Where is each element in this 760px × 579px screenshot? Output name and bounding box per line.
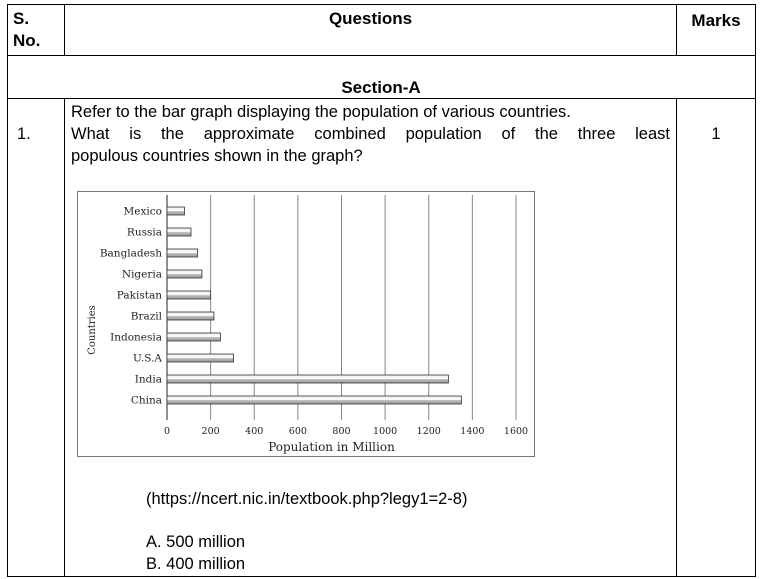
x-tick-label-1200: 1200 xyxy=(417,426,441,437)
table-border-bottom xyxy=(7,576,755,577)
x-tick-label-1000: 1000 xyxy=(373,426,397,437)
bar-india xyxy=(166,374,449,384)
option-a: A. 500 million xyxy=(146,533,246,551)
bar-chart-frame: 0 200 400 600 800 1000 1200 1400 1600 Mexico Russi… xyxy=(77,191,535,457)
marks-value: 1 xyxy=(711,125,721,143)
x-axis-label: Population in Million xyxy=(268,440,395,454)
x-tick-label-800: 800 xyxy=(332,426,350,437)
header-divider xyxy=(7,55,755,56)
section-divider xyxy=(7,98,755,99)
y-tick-label-russia: Russia xyxy=(127,227,162,239)
y-tick-label-india: India xyxy=(135,374,162,386)
bar-russia xyxy=(166,227,192,237)
bar-nigeria xyxy=(166,269,203,279)
x-tick-label-0: 0 xyxy=(164,426,170,437)
header-sno-line1: S. xyxy=(13,9,30,28)
question-line-3: populous countries shown in the graph? xyxy=(71,147,363,165)
section-title: Section-A xyxy=(341,78,421,97)
table-border-left xyxy=(7,4,8,577)
x-tick-label-400: 400 xyxy=(245,426,263,437)
bar-indonesia xyxy=(166,332,221,342)
question-line-1: Refer to the bar graph displaying the po… xyxy=(71,103,571,121)
population-bar-chart: 0 200 400 600 800 1000 1200 1400 1600 Mexico Russi… xyxy=(87,195,528,454)
option-b: B. 400 million xyxy=(146,555,246,573)
bar-brazil xyxy=(166,311,215,321)
y-tick-label-usa: U.S.A xyxy=(133,353,162,365)
bar-usa xyxy=(166,353,234,363)
header-sno-line2: No. xyxy=(13,31,41,50)
y-tick-label-brazil: Brazil xyxy=(131,311,163,323)
x-tick-label-200: 200 xyxy=(202,426,220,437)
bar-china xyxy=(166,395,462,405)
header-marks: Marks xyxy=(691,11,741,30)
y-tick-label-indonesia: Indonesia xyxy=(110,332,162,344)
column-divider-2-top xyxy=(676,4,677,56)
column-divider-1-top xyxy=(64,4,65,56)
y-tick-label-pakistan: Pakistan xyxy=(117,290,162,302)
question-line-2: What is the approximate combined populat… xyxy=(71,125,670,143)
question-number: 1. xyxy=(17,125,31,143)
y-tick-label-nigeria: Nigeria xyxy=(122,269,162,281)
table-border-top xyxy=(7,4,755,5)
y-axis-label: Countries xyxy=(87,305,98,355)
column-divider-2 xyxy=(676,98,677,577)
y-tick-label-bangladesh: Bangladesh xyxy=(100,248,162,260)
bar-bangladesh xyxy=(166,248,198,258)
header-questions: Questions xyxy=(328,9,413,28)
source-link: (https://ncert.nic.in/textbook.php?legy1… xyxy=(146,490,468,508)
bar-pakistan xyxy=(166,290,212,300)
x-tick-label-1400: 1400 xyxy=(460,426,484,437)
y-tick-label-mexico: Mexico xyxy=(124,206,162,218)
x-tick-label-1600: 1600 xyxy=(504,426,528,437)
bar-mexico xyxy=(166,206,185,216)
table-border-right xyxy=(755,4,756,577)
column-divider-1 xyxy=(64,98,65,577)
y-tick-label-china: China xyxy=(131,395,162,407)
x-tick-label-600: 600 xyxy=(289,426,307,437)
